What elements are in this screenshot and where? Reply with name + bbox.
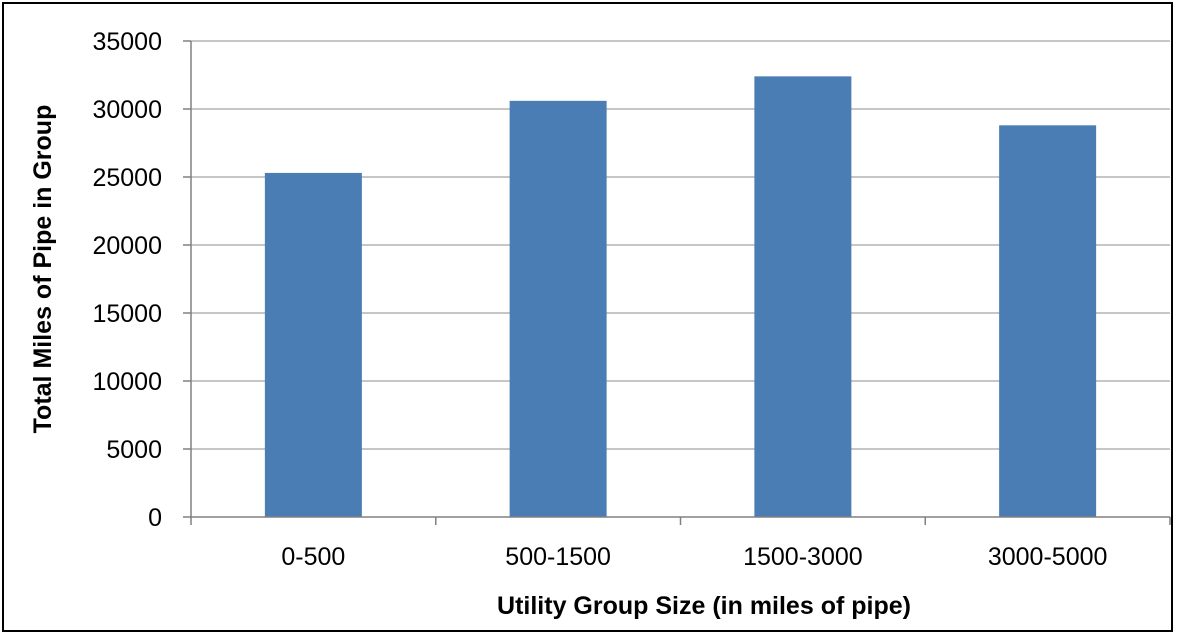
- x-tick-label: 500-1500: [505, 543, 611, 571]
- bars: [264, 76, 1097, 518]
- y-tick-label: 5000: [106, 436, 162, 464]
- y-tick-label: 20000: [92, 232, 162, 260]
- x-tick-label: 0-500: [281, 543, 345, 571]
- y-tick-labels: 0 5000 10000 15000 20000 25000 30000 35000: [92, 28, 162, 532]
- x-tick-label: 1500-3000: [743, 543, 863, 571]
- bar-0-500: [264, 172, 362, 518]
- bar-1500-3000: [754, 76, 852, 518]
- bar-3000-5000: [999, 125, 1097, 517]
- y-axis-title: Total Miles of Pipe in Group: [29, 105, 57, 434]
- x-tick-label: 3000-5000: [988, 543, 1108, 571]
- bar-500-1500: [509, 100, 607, 517]
- x-axis-title: Utility Group Size (in miles of pipe): [497, 592, 911, 620]
- y-tick-label: 15000: [92, 300, 162, 328]
- y-tick-label: 25000: [92, 164, 162, 192]
- y-tick-label: 10000: [92, 368, 162, 396]
- y-tick-label: 35000: [92, 28, 162, 56]
- y-tick-label: 0: [148, 504, 162, 532]
- x-tick-labels: 0-500 500-1500 1500-3000 3000-5000: [281, 543, 1107, 571]
- axes: [183, 40, 1171, 525]
- y-tick-label: 30000: [92, 96, 162, 124]
